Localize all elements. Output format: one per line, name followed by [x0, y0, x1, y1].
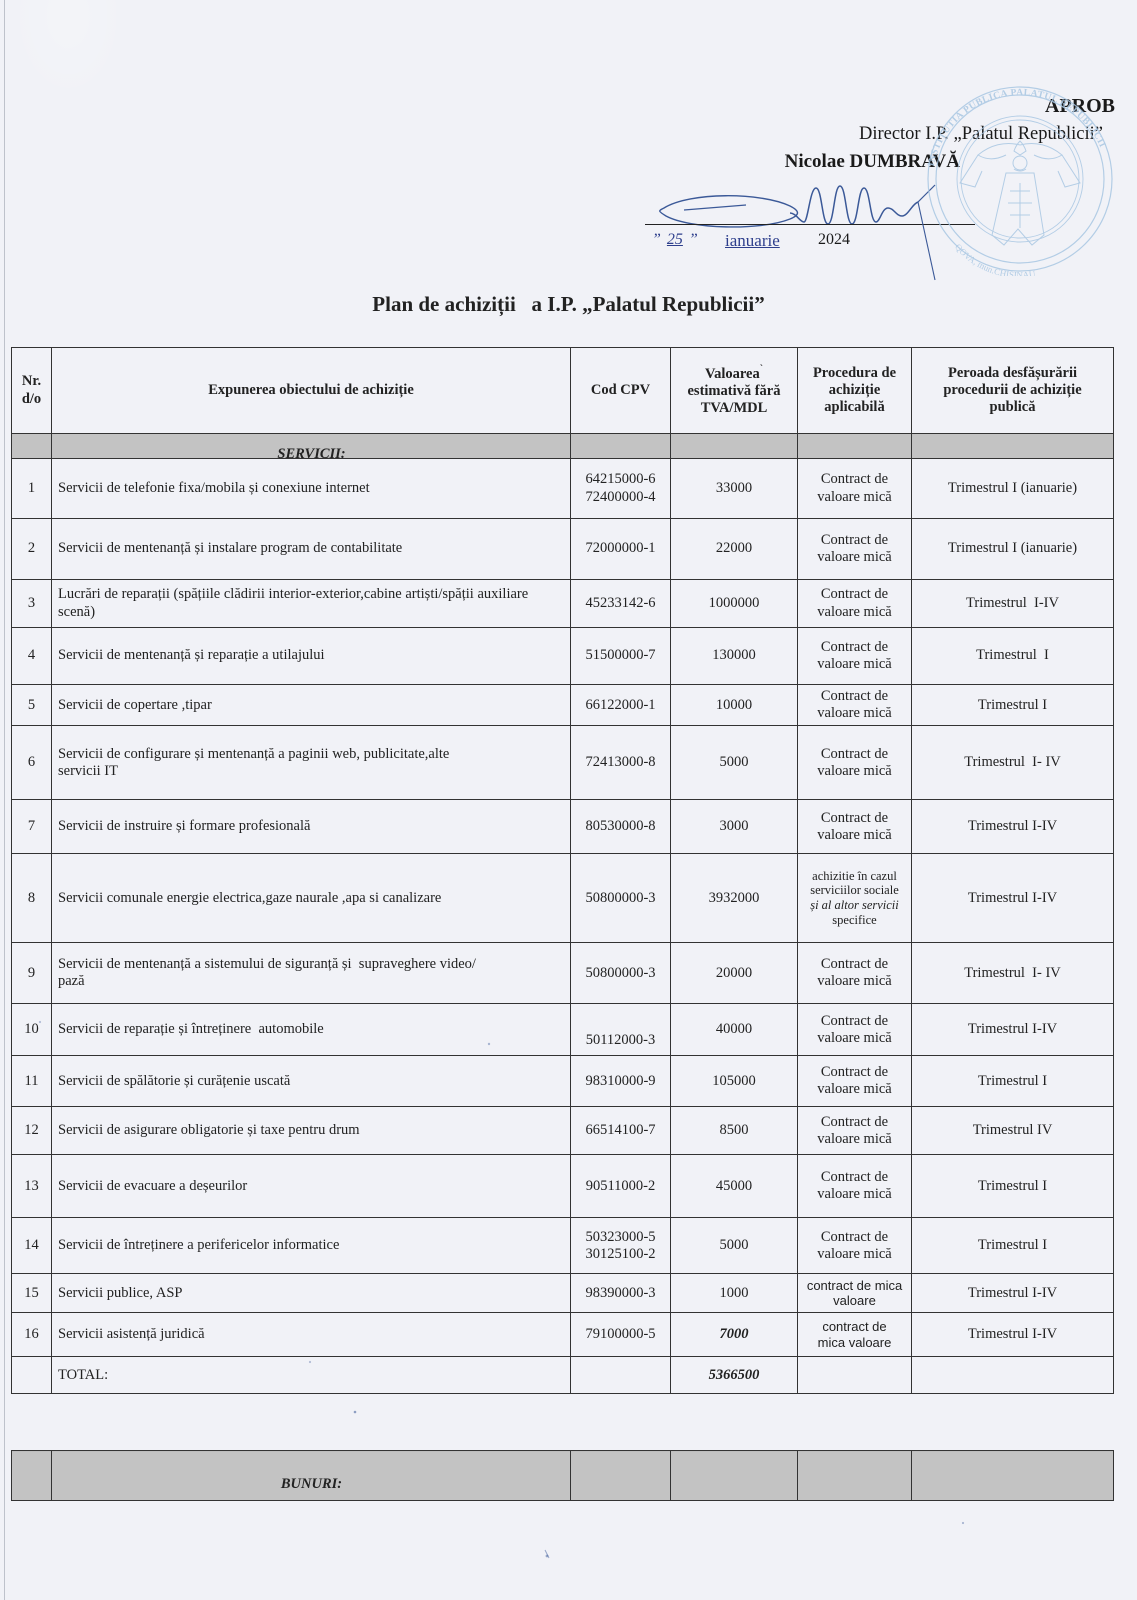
svg-text:INSTITUTIA PUBLICA PALATUL REP: INSTITUTIA PUBLICA PALATUL REPUBLICII — [927, 88, 1107, 167]
